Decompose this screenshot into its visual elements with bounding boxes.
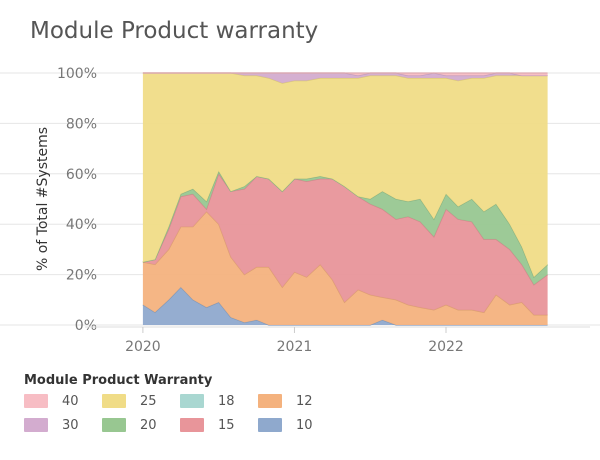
area-series-15 (142, 173, 548, 315)
legend-label: 30 (62, 417, 79, 433)
legend-label: 20 (140, 417, 157, 433)
legend-label: 12 (296, 393, 313, 409)
legend-label: 10 (296, 417, 313, 433)
legend-item-20: 20 (102, 415, 172, 435)
x-tick-label: 2022 (428, 339, 464, 355)
legend-swatch (102, 394, 126, 408)
area-chart: 0% 20% 40% 60% 80% 100% 2020 2021 2022 % of Total… (0, 66, 600, 355)
legend-item-30: 30 (24, 415, 94, 435)
area-series-20 (142, 171, 548, 285)
legend-swatch (258, 394, 282, 408)
legend-swatch (102, 418, 126, 432)
legend-swatch (24, 394, 48, 408)
y-tick-label: 80% (66, 116, 97, 132)
x-tick-label: 2020 (125, 339, 161, 355)
chart-title: Module Product warranty (30, 18, 319, 44)
y-axis-label: % of Total #Systems (35, 127, 51, 271)
x-tick-label: 2021 (277, 339, 313, 355)
y-tick-label: 100% (57, 66, 97, 82)
legend-grid: 40 25 18 12 30 20 15 10 (24, 391, 464, 435)
y-tick-label: 0% (75, 318, 97, 334)
legend-title: Module Product Warranty (24, 373, 213, 388)
legend: Module Product Warranty 40 25 18 12 30 20 15 10 (24, 373, 464, 435)
y-tick-label: 60% (66, 167, 97, 183)
legend-swatch (24, 418, 48, 432)
area-series-10 (142, 287, 548, 325)
legend-item-40: 40 (24, 391, 94, 411)
legend-label: 15 (218, 417, 235, 433)
legend-swatch (180, 394, 204, 408)
legend-item-15: 15 (180, 415, 250, 435)
legend-swatch (258, 418, 282, 432)
legend-label: 25 (140, 393, 157, 409)
legend-label: 18 (218, 393, 235, 409)
legend-item-18: 18 (180, 391, 250, 411)
area-series-25 (142, 73, 548, 278)
area-series-40 (142, 73, 548, 76)
y-tick-label: 40% (66, 217, 97, 233)
y-tick-label: 20% (66, 268, 97, 284)
legend-swatch (180, 418, 204, 432)
legend-label: 40 (62, 393, 79, 409)
legend-item-25: 25 (102, 391, 172, 411)
area-series-12 (142, 211, 548, 325)
legend-item-12: 12 (258, 391, 328, 411)
legend-item-10: 10 (258, 415, 328, 435)
